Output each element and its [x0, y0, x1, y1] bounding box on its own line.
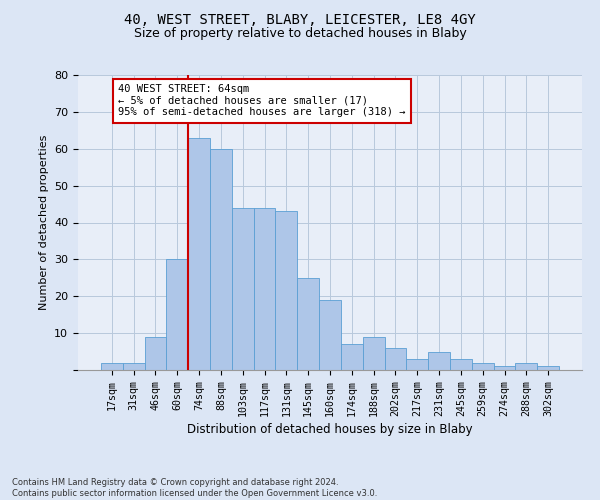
Bar: [515, 362, 537, 370]
Bar: [319, 300, 341, 370]
Bar: [406, 359, 428, 370]
Y-axis label: Number of detached properties: Number of detached properties: [38, 135, 49, 310]
Bar: [188, 138, 210, 370]
Bar: [363, 337, 385, 370]
Bar: [537, 366, 559, 370]
Bar: [297, 278, 319, 370]
Bar: [145, 337, 166, 370]
Bar: [123, 362, 145, 370]
Bar: [428, 352, 450, 370]
Text: 40, WEST STREET, BLABY, LEICESTER, LE8 4GY: 40, WEST STREET, BLABY, LEICESTER, LE8 4…: [124, 12, 476, 26]
Bar: [472, 362, 494, 370]
Text: Distribution of detached houses by size in Blaby: Distribution of detached houses by size …: [187, 422, 473, 436]
Bar: [101, 362, 123, 370]
Bar: [210, 149, 232, 370]
Bar: [254, 208, 275, 370]
Text: Contains HM Land Registry data © Crown copyright and database right 2024.
Contai: Contains HM Land Registry data © Crown c…: [12, 478, 377, 498]
Bar: [166, 260, 188, 370]
Bar: [232, 208, 254, 370]
Text: 40 WEST STREET: 64sqm
← 5% of detached houses are smaller (17)
95% of semi-detac: 40 WEST STREET: 64sqm ← 5% of detached h…: [118, 84, 406, 117]
Bar: [275, 212, 297, 370]
Text: Size of property relative to detached houses in Blaby: Size of property relative to detached ho…: [134, 28, 466, 40]
Bar: [450, 359, 472, 370]
Bar: [494, 366, 515, 370]
Bar: [385, 348, 406, 370]
Bar: [341, 344, 363, 370]
